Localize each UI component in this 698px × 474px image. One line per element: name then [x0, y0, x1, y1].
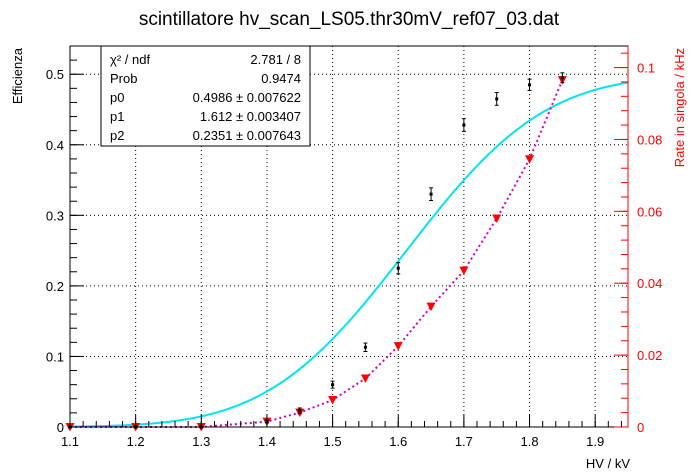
rate-point [492, 214, 502, 224]
stats-box-frame [100, 45, 311, 147]
stats-value-p0: 0.4986 ± 0.007622 [193, 90, 301, 105]
efficiency-point [429, 192, 433, 196]
stats-value-p1: 1.612 ± 0.003407 [200, 109, 301, 124]
stats-value-prob: 0.9474 [261, 71, 301, 86]
stats-label-p0: p0 [110, 90, 124, 105]
efficiency-point [396, 266, 400, 270]
y2-tick-label: 0.1 [637, 61, 655, 76]
efficiency-point [363, 345, 367, 349]
stats-label-prob: Prob [110, 71, 137, 86]
x-tick-label: 1.8 [520, 434, 538, 449]
x-tick-label: 1.9 [586, 434, 604, 449]
efficiency-point [331, 383, 335, 387]
efficiency-point [528, 83, 532, 87]
stats-value-chi2: 2.781 / 8 [250, 52, 301, 67]
y2-axis-label: Rate in singola / kHz [672, 48, 687, 167]
rate-point [525, 155, 535, 164]
fit-curve [69, 81, 629, 428]
y2-tick-label: 0.08 [637, 132, 662, 147]
y-tick-label: 0.4 [46, 138, 64, 153]
y-tick-label: 0 [57, 420, 64, 435]
stats-box: χ² / ndf 2.781 / 8 Prob 0.9474 p0 0.4986… [100, 45, 311, 147]
stats-label-p1: p1 [110, 109, 124, 124]
y2-tick-label: 0.02 [637, 348, 662, 363]
x-tick-label: 1.6 [389, 434, 407, 449]
efficiency-point [298, 409, 302, 413]
stats-label-chi2: χ² / ndf [110, 52, 150, 67]
rate-point [393, 342, 403, 351]
y-tick-label: 0.5 [46, 67, 64, 82]
x-tick-label: 1.7 [455, 434, 473, 449]
stats-value-p2: 0.2351 ± 0.007643 [193, 128, 301, 143]
y-axis-label: Efficienza [10, 47, 25, 104]
efficiency-point [560, 76, 564, 80]
x-axis-label: HV / kV [586, 456, 630, 471]
y-tick-label: 0.3 [46, 208, 64, 223]
y2-tick-label: 0 [637, 420, 644, 435]
efficiency-point [495, 97, 499, 101]
x-axis: 1.1 1.2 1.3 1.4 1.5 1.6 1.7 1.8 1.9 [61, 415, 622, 449]
y-axis-right: 0 0.02 0.04 0.06 0.08 0.1 [614, 46, 662, 435]
x-tick-label: 1.5 [324, 434, 342, 449]
y2-tick-label: 0.04 [637, 276, 662, 291]
x-tick-label: 1.3 [192, 434, 210, 449]
rate-point [459, 266, 469, 276]
rate-point [328, 396, 338, 405]
chart-title: scintillatore hv_scan_LS05.thr30mV_ref07… [139, 9, 560, 30]
efficiency-series [68, 72, 565, 429]
rate-point [360, 374, 370, 383]
x-tick-label: 1.2 [127, 434, 145, 449]
fit-curve-line [69, 81, 629, 428]
rate-point [426, 302, 436, 312]
y-tick-label: 0.2 [46, 279, 64, 294]
x-tick-label: 1.4 [258, 434, 276, 449]
x-tick-label: 1.1 [61, 434, 79, 449]
y2-tick-label: 0.06 [637, 204, 662, 219]
efficiency-point [462, 123, 466, 127]
y-axis-left: 0 0.1 0.2 0.3 0.4 0.5 [46, 45, 84, 435]
stats-label-p2: p2 [110, 128, 124, 143]
y-tick-label: 0.1 [46, 349, 64, 364]
